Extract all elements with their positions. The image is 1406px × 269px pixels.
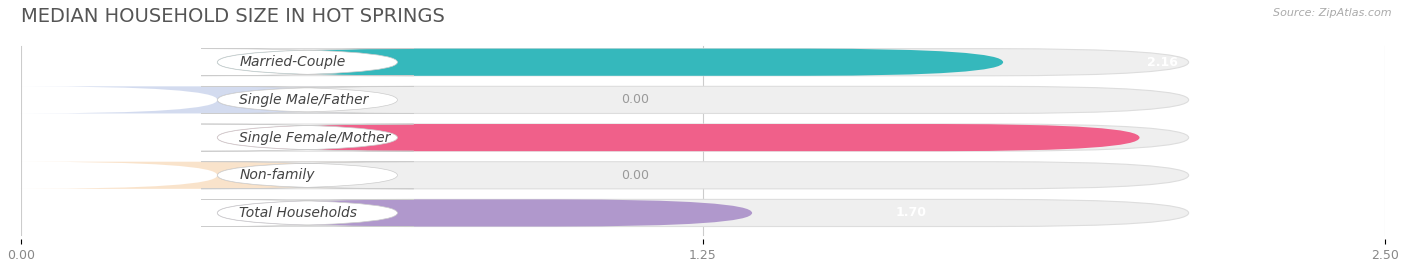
FancyBboxPatch shape xyxy=(218,199,1188,226)
Text: 0.00: 0.00 xyxy=(621,93,650,107)
FancyBboxPatch shape xyxy=(218,49,1002,76)
FancyBboxPatch shape xyxy=(21,162,413,189)
FancyBboxPatch shape xyxy=(201,49,413,76)
Text: Non-family: Non-family xyxy=(239,168,315,182)
Text: Married-Couple: Married-Couple xyxy=(239,55,346,69)
FancyBboxPatch shape xyxy=(201,124,413,151)
FancyBboxPatch shape xyxy=(218,162,1188,189)
Text: Single Male/Father: Single Male/Father xyxy=(239,93,368,107)
FancyBboxPatch shape xyxy=(218,124,1140,151)
FancyBboxPatch shape xyxy=(201,86,413,114)
Text: MEDIAN HOUSEHOLD SIZE IN HOT SPRINGS: MEDIAN HOUSEHOLD SIZE IN HOT SPRINGS xyxy=(21,7,444,26)
Text: 1.70: 1.70 xyxy=(896,206,927,220)
FancyBboxPatch shape xyxy=(218,49,1188,76)
Text: 0.00: 0.00 xyxy=(621,169,650,182)
FancyBboxPatch shape xyxy=(21,86,413,114)
FancyBboxPatch shape xyxy=(218,199,752,226)
Text: Total Households: Total Households xyxy=(239,206,357,220)
FancyBboxPatch shape xyxy=(218,124,1188,151)
Text: Single Female/Mother: Single Female/Mother xyxy=(239,130,391,144)
FancyBboxPatch shape xyxy=(201,162,413,189)
Text: Source: ZipAtlas.com: Source: ZipAtlas.com xyxy=(1274,8,1392,18)
FancyBboxPatch shape xyxy=(201,199,413,226)
Text: 2.41: 2.41 xyxy=(1284,131,1315,144)
Text: 2.16: 2.16 xyxy=(1147,56,1178,69)
FancyBboxPatch shape xyxy=(218,86,1188,114)
